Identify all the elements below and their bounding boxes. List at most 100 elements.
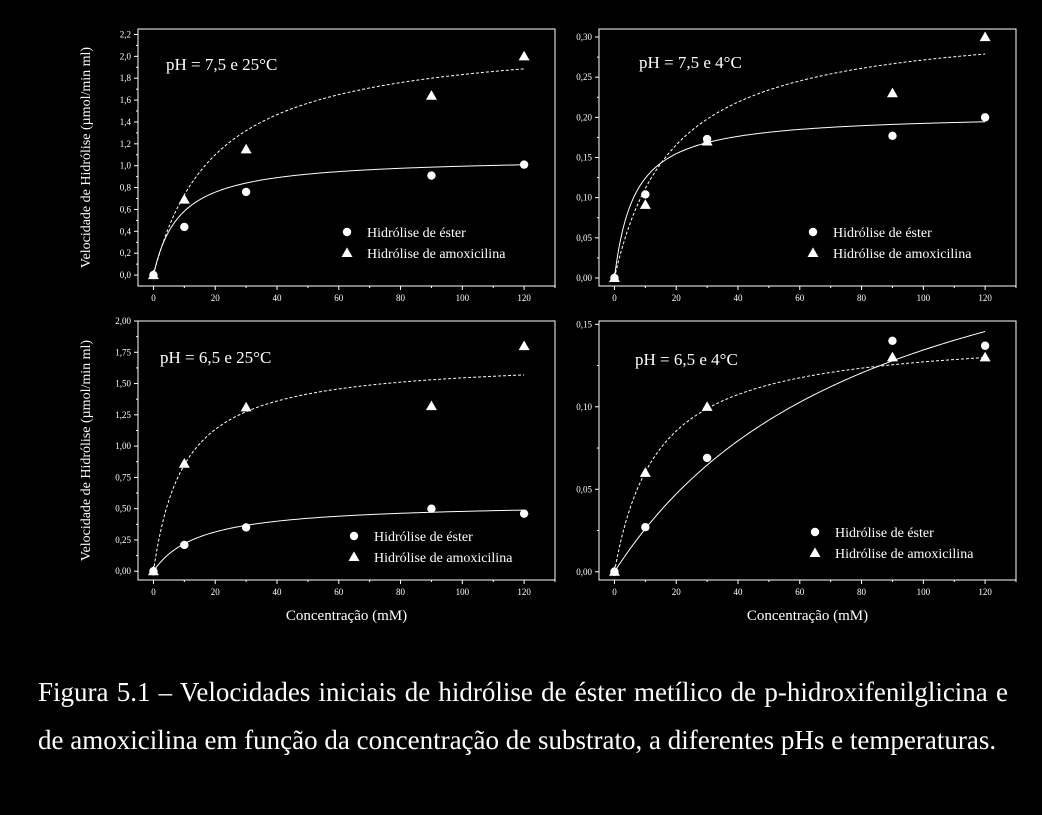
plot-frame xyxy=(137,320,556,581)
chart-panel-3: 0 20 40 60 80 100 120 0,00 0,25 0,50 0,75 1,00 1,25 1… xyxy=(79,316,556,624)
amoxicillin-data-point xyxy=(979,351,991,362)
y-tick-label: 1,8 xyxy=(120,73,132,83)
chart-panel-1: 0 20 40 60 80 100 120 0,0 0,2 0,4 0,6 0,8 1,0 1,2 1,4 1… xyxy=(79,28,556,303)
plot-frame xyxy=(137,28,556,287)
ester-data-point xyxy=(180,222,189,232)
x-tick-label: 20 xyxy=(672,293,682,303)
y-tick-label: 0,6 xyxy=(120,204,132,214)
ester-fit-curve xyxy=(613,121,986,279)
x-tick-label: 60 xyxy=(795,587,805,597)
y-tick-label: 0,15 xyxy=(576,319,592,329)
x-tick-label: 40 xyxy=(273,587,283,597)
x-tick-label: 80 xyxy=(396,293,406,303)
x-tick-label: 60 xyxy=(334,293,344,303)
y-tick-label: 0,50 xyxy=(115,504,131,514)
y-tick-label: 2,00 xyxy=(115,316,131,326)
y-tick-label: 0,25 xyxy=(576,72,592,82)
ester-data-point xyxy=(980,113,990,122)
amoxicillin-fit-curve xyxy=(613,53,986,279)
ester-fit-curve xyxy=(614,331,986,573)
amoxicillin-fit-curve xyxy=(152,374,525,572)
y-tick-label: 0,05 xyxy=(576,233,592,243)
condition-label: pH = 6,5 e 4°C xyxy=(635,350,738,369)
x-tick-label: 100 xyxy=(917,293,931,303)
amoxicillin-data-point xyxy=(639,467,651,477)
y-tick-label: 1,4 xyxy=(120,117,132,127)
ester-data-point xyxy=(888,336,897,345)
ester-data-point xyxy=(980,341,990,350)
amoxicillin-data-point xyxy=(608,566,620,576)
chart-panel-2: 0 20 40 60 80 100 120 0,00 0,05 0,10 0,15 0,20 0,25 0… xyxy=(576,28,1017,303)
legend-circle-marker xyxy=(810,527,820,537)
x-tick-label: 80 xyxy=(857,293,867,303)
x-tick-label: 120 xyxy=(978,587,992,597)
y-tick-label: 0,15 xyxy=(576,153,592,163)
x-tick-label: 100 xyxy=(456,293,470,303)
legend-circle-marker xyxy=(808,227,818,237)
amoxicillin-fit-curve xyxy=(613,357,986,572)
y-tick-label: 1,50 xyxy=(115,379,131,389)
ester-data-point xyxy=(241,523,251,532)
legend-label: Hidrólise de éster xyxy=(833,226,932,241)
legend-label: Hidrólise de amoxicilina xyxy=(374,551,513,566)
chart-panel-4: 0 20 40 60 80 100 120 0,00 0,05 0,10 0,15 Concentra… xyxy=(576,319,1017,624)
x-tick-label: 20 xyxy=(672,587,682,597)
x-tick-label: 100 xyxy=(917,587,931,597)
x-tick-label: 120 xyxy=(978,293,992,303)
x-tick-label: 40 xyxy=(734,587,744,597)
y-tick-label: 1,6 xyxy=(120,95,132,105)
x-tick-label: 0 xyxy=(151,587,156,597)
amoxicillin-data-point xyxy=(886,87,898,98)
amoxicillin-data-point xyxy=(701,401,713,411)
y-axis-label: Velocidade de Hidrólise (µmol/min ml) xyxy=(79,47,94,268)
amoxicillin-data-point xyxy=(701,135,713,146)
legend-triangle-marker xyxy=(341,247,353,258)
y-tick-label: 0,10 xyxy=(576,402,592,412)
amoxicillin-data-point xyxy=(639,199,651,209)
amoxicillin-fit-curve xyxy=(152,68,525,276)
y-tick-label: 0,75 xyxy=(115,472,131,482)
y-tick-label: 1,0 xyxy=(120,161,132,171)
y-tick-label: 0,00 xyxy=(576,273,592,283)
amoxicillin-data-point xyxy=(518,50,530,61)
y-tick-label: 0,00 xyxy=(115,566,131,576)
y-tick-label: 0,05 xyxy=(576,484,592,494)
x-tick-label: 80 xyxy=(857,587,867,597)
amoxicillin-data-point xyxy=(178,458,190,468)
y-tick-label: 0,0 xyxy=(120,270,132,280)
amoxicillin-data-point xyxy=(178,194,190,204)
ester-fit-curve xyxy=(152,164,525,276)
y-tick-label: 0,2 xyxy=(120,248,131,258)
y-tick-label: 0,20 xyxy=(576,112,592,122)
x-tick-label: 0 xyxy=(151,293,156,303)
ester-data-point xyxy=(641,523,650,532)
amoxicillin-data-point xyxy=(240,143,252,154)
legend-label: Hidrólise de éster xyxy=(374,530,473,545)
legend-circle-marker xyxy=(349,531,359,541)
y-tick-label: 1,25 xyxy=(115,410,131,420)
x-tick-label: 20 xyxy=(211,293,221,303)
x-tick-label: 0 xyxy=(612,587,617,597)
legend-label: Hidrólise de éster xyxy=(367,226,466,241)
x-tick-label: 20 xyxy=(211,587,221,597)
amoxicillin-data-point xyxy=(608,272,620,283)
legend-label: Hidrólise de amoxicilina xyxy=(835,547,974,562)
legend-triangle-marker xyxy=(348,551,360,562)
amoxicillin-data-point xyxy=(147,565,159,576)
ester-data-point xyxy=(180,540,189,550)
amoxicillin-data-point xyxy=(979,31,991,42)
x-axis-label: Concentração (mM) xyxy=(286,608,407,624)
x-tick-label: 100 xyxy=(456,587,470,597)
legend-label: Hidrólise de amoxicilina xyxy=(833,247,972,262)
y-tick-label: 1,2 xyxy=(120,139,131,149)
ester-data-point xyxy=(519,509,529,518)
y-tick-label: 0,8 xyxy=(120,183,132,193)
legend-circle-marker xyxy=(342,227,352,237)
legend-triangle-marker xyxy=(807,247,819,258)
y-tick-label: 2,0 xyxy=(120,51,132,61)
condition-label: pH = 6,5 e 25°C xyxy=(160,348,271,367)
x-tick-label: 80 xyxy=(396,587,406,597)
legend-label: Hidrólise de amoxicilina xyxy=(367,247,506,262)
x-axis-label: Concentração (mM) xyxy=(747,608,868,624)
x-tick-label: 120 xyxy=(517,293,531,303)
